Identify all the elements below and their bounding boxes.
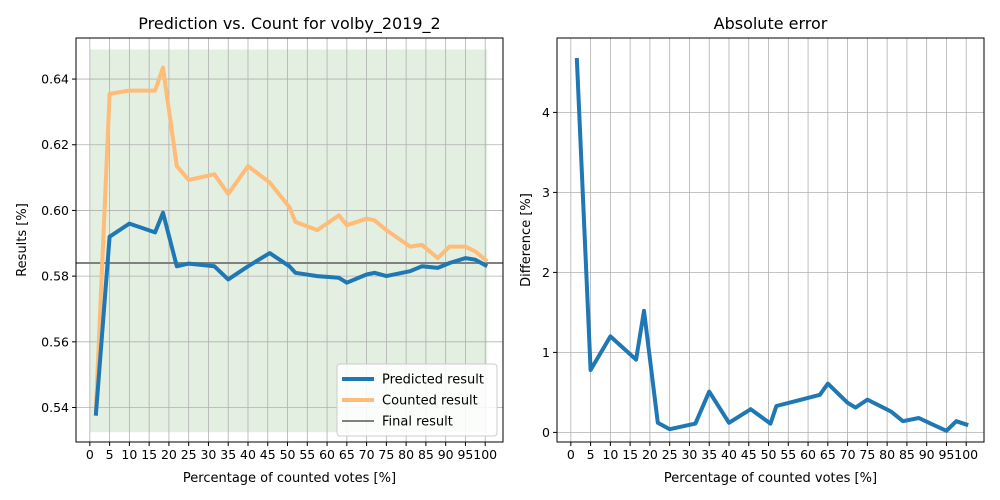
left-axes-frame	[75, 37, 504, 443]
right-x-tick-label: 65	[820, 447, 836, 462]
right-y-tick-label: 0	[542, 425, 550, 440]
right-series-error-line	[574, 57, 969, 433]
right-x-tick-label: 80	[879, 447, 895, 462]
left-subplot: 0 5 10 15 20 25 30 35 40 45 50 55 60 65 70 75 80 85 90 95 10…	[15, 14, 504, 486]
legend-box	[336, 363, 498, 437]
left-x-tick-label: 5	[106, 447, 114, 462]
right-x-tick-label: 35	[701, 447, 717, 462]
left-x-tick-label: 0	[86, 447, 94, 462]
left-y-axis-label: Results [%]	[15, 203, 30, 277]
left-y-tick-label: 0.54	[41, 400, 69, 415]
left-chart-title: Prediction vs. Count for volby_2019_2	[138, 14, 440, 34]
left-x-tick-label: 80	[398, 447, 414, 462]
left-x-tick-label: 55	[299, 447, 315, 462]
left-x-tick-label: 50	[280, 447, 296, 462]
right-x-tick-label: 95	[938, 447, 954, 462]
legend-label-predicted-result: Predicted result	[382, 373, 484, 388]
right-axes-frame	[556, 37, 985, 443]
left-y-tick-label: 0.62	[41, 137, 69, 152]
right-x-tick-label: 85	[899, 447, 915, 462]
right-y-axis-label: Difference [%]	[519, 193, 534, 287]
left-x-tick-label: 30	[200, 447, 216, 462]
right-x-tick-label: 10	[602, 447, 618, 462]
right-x-tick-label: 60	[800, 447, 816, 462]
right-x-tick-label: 75	[859, 447, 875, 462]
left-x-tick-label: 40	[240, 447, 256, 462]
left-x-tick-label: 45	[260, 447, 276, 462]
left-x-tick-label: 75	[378, 447, 394, 462]
left-x-tick-label: 60	[319, 447, 335, 462]
left-y-tick-label: 0.56	[41, 334, 69, 349]
left-x-tick-label: 35	[220, 447, 236, 462]
left-series-predicted-result-line	[93, 210, 489, 416]
legend-label-final-result: Final result	[382, 415, 453, 430]
right-x-tick-label: 55	[780, 447, 796, 462]
left-x-tick-label: 85	[418, 447, 434, 462]
left-x-tick-label: 15	[141, 447, 157, 462]
left-series-counted-result-line	[93, 65, 489, 413]
right-x-tick-label: 25	[662, 447, 678, 462]
right-x-tick-label: 100	[954, 447, 978, 462]
right-x-tick-label: 50	[761, 447, 777, 462]
right-plot-area: 0 5 10 15 20 25 30 35 40 45 50 55 60 65 70 75 80 85 90 95 10…	[542, 37, 985, 462]
right-x-tick-label: 15	[622, 447, 638, 462]
right-x-tick-label: 70	[840, 447, 856, 462]
left-x-tick-label: 25	[181, 447, 197, 462]
legend-label-counted-result: Counted result	[382, 394, 478, 409]
right-x-tick-label: 30	[681, 447, 697, 462]
right-x-tick-label: 45	[741, 447, 757, 462]
right-chart-title: Absolute error	[714, 14, 828, 33]
right-x-tick-label: 40	[721, 447, 737, 462]
left-x-tick-label: 70	[359, 447, 375, 462]
left-y-tick-label: 0.60	[41, 203, 69, 218]
left-x-tick-label: 100	[473, 447, 497, 462]
right-x-axis-label: Percentage of counted votes [%]	[664, 471, 877, 486]
right-x-tick-label: 20	[642, 447, 658, 462]
right-subplot: 0 5 10 15 20 25 30 35 40 45 50 55 60 65 70 75 80 85 90 95 10…	[519, 14, 985, 486]
right-y-tick-label: 1	[542, 345, 550, 360]
left-x-tick-label: 20	[161, 447, 177, 462]
right-x-tick-label: 5	[587, 447, 595, 462]
left-y-tick-label: 0.58	[41, 269, 69, 284]
left-x-tick-label: 95	[457, 447, 473, 462]
right-x-tick-label: 0	[567, 447, 575, 462]
legend: Predicted result Counted result Final resu…	[336, 363, 498, 437]
left-x-tick-label: 90	[438, 447, 454, 462]
left-x-tick-label: 65	[339, 447, 355, 462]
left-y-tick-label: 0.64	[41, 72, 69, 87]
right-y-tick-label: 2	[542, 265, 550, 280]
right-x-tick-label: 90	[919, 447, 935, 462]
right-y-tick-label: 3	[542, 185, 550, 200]
right-y-tick-label: 4	[542, 105, 550, 120]
left-x-tick-label: 10	[121, 447, 137, 462]
left-x-axis-label: Percentage of counted votes [%]	[183, 471, 396, 486]
